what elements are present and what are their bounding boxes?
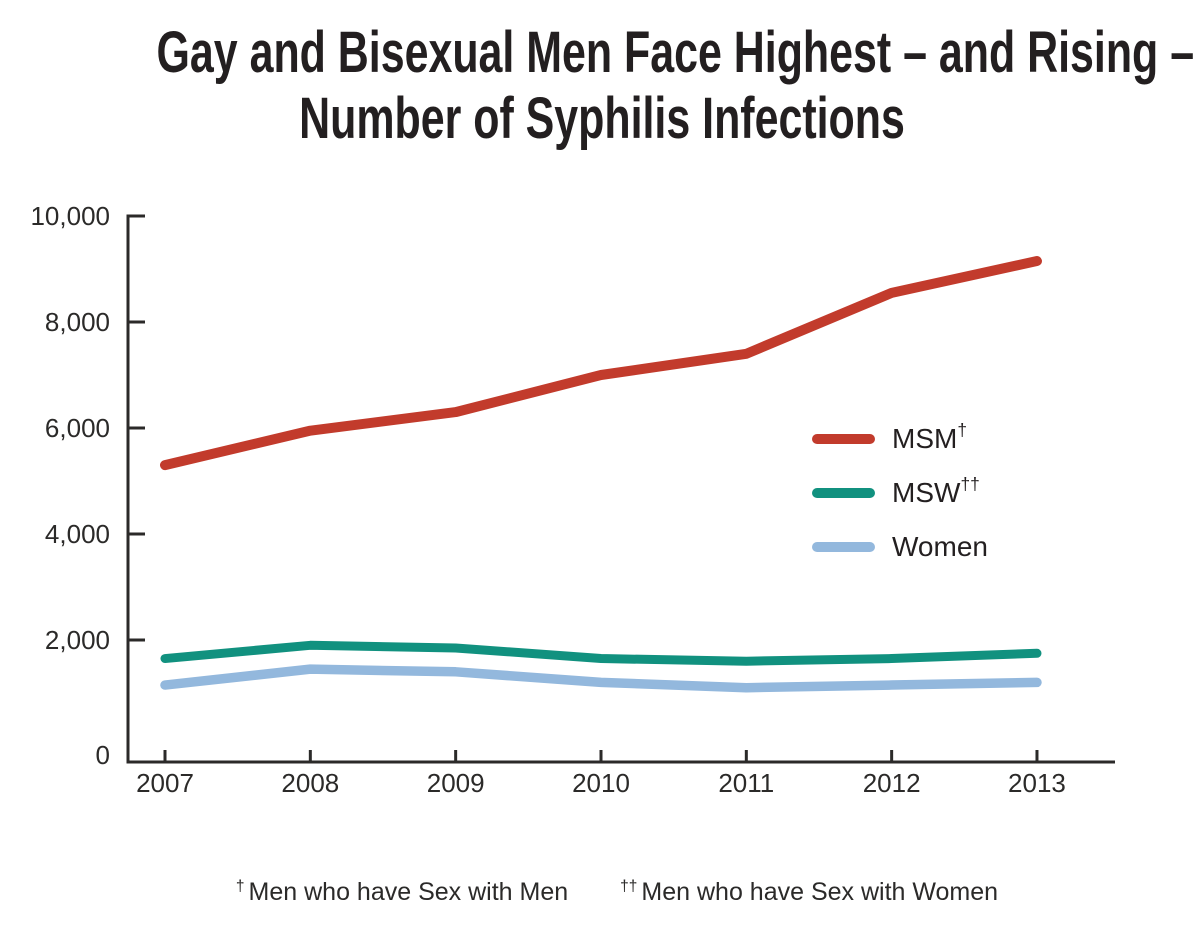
legend-swatch-msw xyxy=(812,488,875,498)
x-axis-ticks xyxy=(163,750,1039,762)
y-tick-label-0: 0 xyxy=(96,740,110,770)
x-tick-label-2011: 2011 xyxy=(718,768,774,798)
chart-title: Gay and Bisexual Men Face Highest – and … xyxy=(0,20,1204,152)
women-line xyxy=(160,664,1042,693)
msm-line xyxy=(160,256,1042,471)
legend-label-women: Women xyxy=(892,531,988,562)
x-axis-labels: 2007 2008 2009 2010 2011 2012 2013 xyxy=(136,768,1066,798)
x-tick-label-2008: 2008 xyxy=(281,768,339,798)
legend-label-msm: MSM† xyxy=(892,419,967,454)
x-tick-label-2010: 2010 xyxy=(572,768,630,798)
legend-item-msw: MSW†† xyxy=(812,473,988,510)
y-tick-label-2000: 2,000 xyxy=(45,625,110,655)
y-axis-ticks xyxy=(128,214,145,642)
footnote-msw: †† Men who have Sex with Women xyxy=(620,877,999,906)
double-dagger-superscript: †† xyxy=(620,877,638,895)
legend-swatch-women xyxy=(812,542,875,552)
x-tick-label-2012: 2012 xyxy=(863,768,921,798)
y-tick-label-6000: 6,000 xyxy=(45,413,110,443)
legend-item-msm: MSM† xyxy=(812,419,988,456)
chart-title-line-2: Number of Syphilis Infections xyxy=(299,86,905,151)
x-tick-label-2013: 2013 xyxy=(1008,768,1066,798)
footnotes: † Men who have Sex with Men †† Men who hav… xyxy=(15,878,1204,907)
y-tick-label-10000: 10,000 xyxy=(30,201,110,231)
msw-line xyxy=(160,640,1042,666)
series-lines xyxy=(160,256,1042,693)
double-dagger-superscript: †† xyxy=(960,473,980,494)
dagger-superscript: † xyxy=(235,877,245,895)
x-tick-label-2007: 2007 xyxy=(136,768,194,798)
x-tick-label-2009: 2009 xyxy=(427,768,485,798)
legend-swatch-msm xyxy=(812,434,875,444)
y-axis-labels: 0 2,000 4,000 6,000 8,000 10,000 xyxy=(30,201,110,770)
legend-item-women: Women xyxy=(812,530,988,564)
legend-label-msw: MSW†† xyxy=(892,473,980,508)
dagger-superscript: † xyxy=(957,419,967,440)
legend: MSM† MSW†† Women xyxy=(812,419,988,584)
footnote-msm: † Men who have Sex with Men xyxy=(235,877,569,906)
y-tick-label-8000: 8,000 xyxy=(45,307,110,337)
y-tick-label-4000: 4,000 xyxy=(45,519,110,549)
chart-title-line-1: Gay and Bisexual Men Face Highest – and … xyxy=(156,20,1195,85)
